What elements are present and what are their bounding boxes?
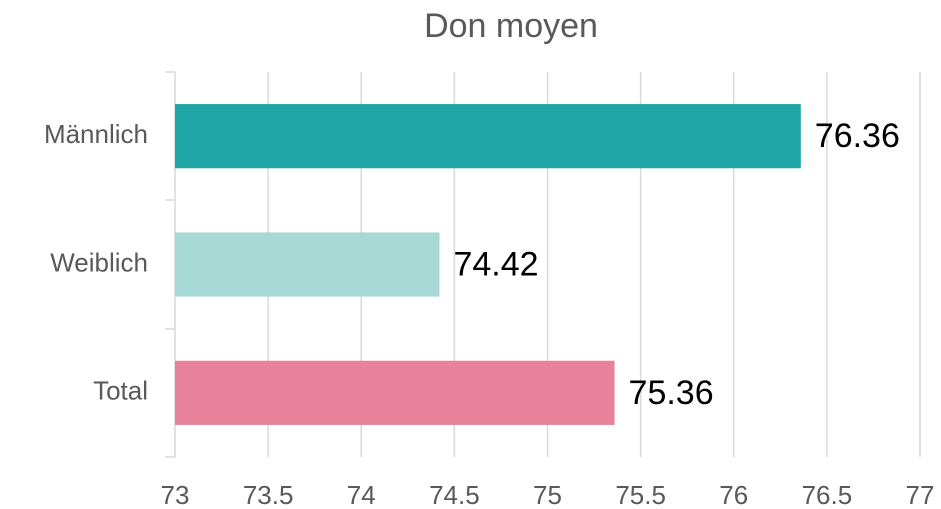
x-tick-label: 74.5 xyxy=(429,480,480,509)
data-label: 76.36 xyxy=(815,117,900,155)
x-tick-label: 73 xyxy=(161,480,190,509)
data-label: 74.42 xyxy=(453,245,538,283)
bar xyxy=(175,232,440,297)
x-tick-label: 76 xyxy=(719,480,748,509)
axis xyxy=(165,71,176,458)
x-tick-label: 77 xyxy=(906,480,935,509)
x-tick-label: 76.5 xyxy=(802,480,853,509)
bar xyxy=(175,104,801,169)
y-tick-label: Weiblich xyxy=(50,247,148,277)
x-tick-label: 75 xyxy=(533,480,562,509)
x-tick-label: 73.5 xyxy=(243,480,294,509)
bar xyxy=(175,360,615,425)
y-tick-label: Total xyxy=(93,376,148,406)
data-label: 75.36 xyxy=(629,374,714,412)
chart-title: Don moyen xyxy=(424,7,598,45)
x-tick-label: 74 xyxy=(347,480,376,509)
x-tick-label: 75.5 xyxy=(615,480,666,509)
y-tick-label: Männlich xyxy=(44,119,148,149)
